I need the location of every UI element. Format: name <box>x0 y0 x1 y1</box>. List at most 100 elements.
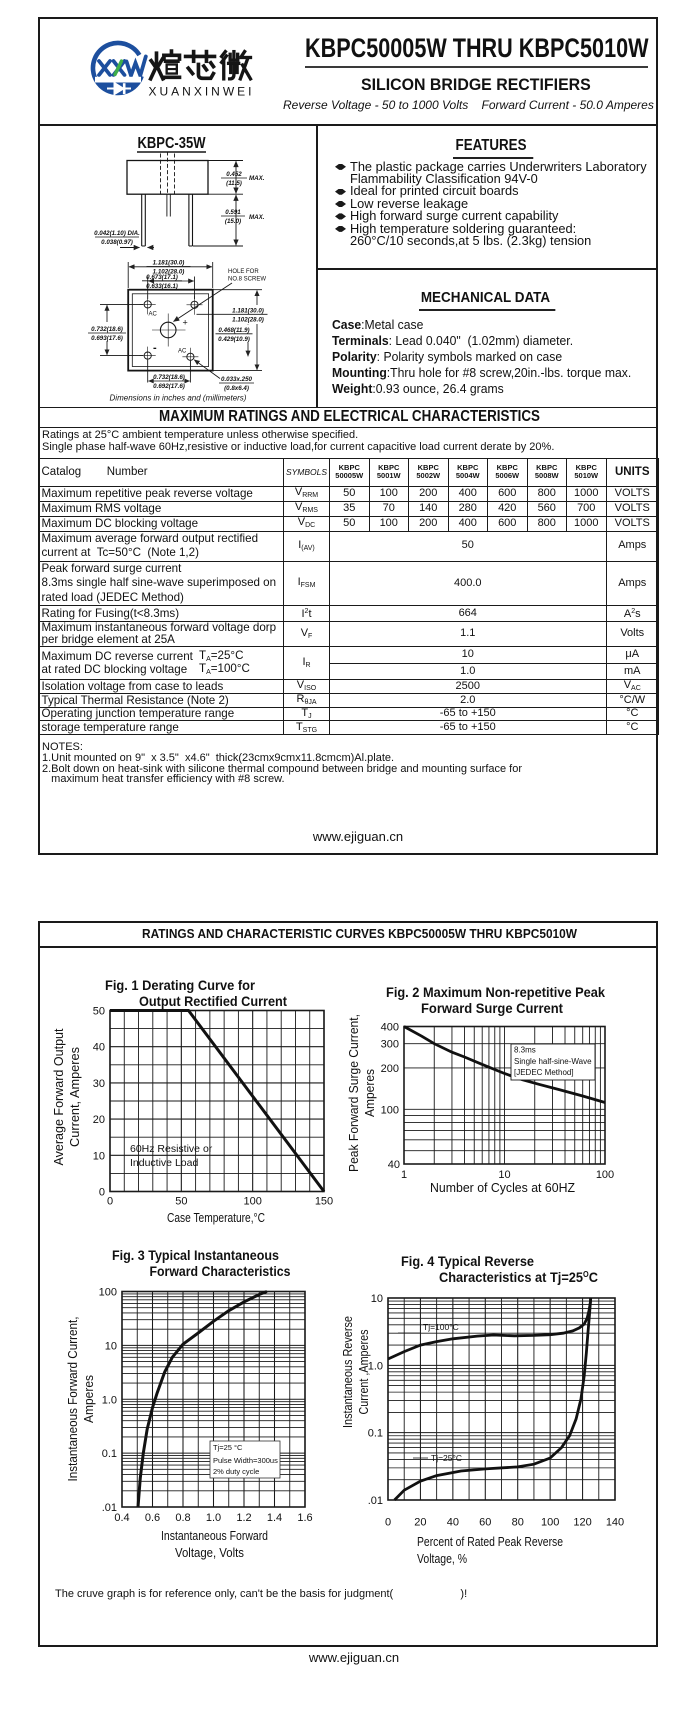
svg-text:0: 0 <box>107 1196 113 1208</box>
svg-text:10: 10 <box>371 1293 383 1305</box>
svg-text:Current, Amperes: Current, Amperes <box>68 1047 82 1147</box>
svg-text:0.468(11.9): 0.468(11.9) <box>218 327 249 334</box>
svg-text:0.452: 0.452 <box>226 171 242 178</box>
svg-text:HOLE FOR: HOLE FOR <box>228 269 259 275</box>
svg-text:Current ,Amperes: Current ,Amperes <box>357 1330 371 1415</box>
svg-text:40: 40 <box>93 1042 105 1054</box>
svg-text:80: 80 <box>512 1517 524 1529</box>
svg-text:20: 20 <box>414 1517 426 1529</box>
svg-text:0.732(18.6): 0.732(18.6) <box>91 326 123 333</box>
svg-text:0.633(16.1): 0.633(16.1) <box>146 283 178 290</box>
svg-text:40: 40 <box>388 1159 400 1171</box>
svg-text:KBPC-35W: KBPC-35W <box>138 135 207 152</box>
svg-text:100: 100 <box>541 1517 559 1529</box>
svg-text:Instantaneous Forward Current,: Instantaneous Forward Current, <box>66 1317 80 1482</box>
svg-text:1.4: 1.4 <box>267 1512 282 1524</box>
svg-text:60: 60 <box>479 1517 491 1529</box>
svg-text:20: 20 <box>93 1114 105 1126</box>
svg-text:1.0: 1.0 <box>102 1394 117 1406</box>
svg-text:(15.0): (15.0) <box>225 218 241 225</box>
svg-text:100: 100 <box>243 1196 261 1208</box>
svg-text:1.102(28.0): 1.102(28.0) <box>153 269 185 276</box>
svg-text:Output Rectified Current: Output Rectified Current <box>139 993 287 1009</box>
svg-text:8.3ms: 8.3ms <box>514 1046 536 1055</box>
svg-text:Inductive Load: Inductive Load <box>130 1157 198 1169</box>
svg-text:(0.8x6.4): (0.8x6.4) <box>224 385 249 392</box>
svg-text:0.8: 0.8 <box>175 1512 190 1524</box>
svg-text:Forward Characteristics: Forward Characteristics <box>150 1263 291 1279</box>
svg-text:Amperes: Amperes <box>82 1375 96 1423</box>
svg-text:Fig. 2 Maximum Non-repetitive: Fig. 2 Maximum Non-repetitive Peak <box>386 984 605 1000</box>
svg-text:0.042(1.10) DIA.: 0.042(1.10) DIA. <box>94 230 140 237</box>
svg-text:0.4: 0.4 <box>114 1512 129 1524</box>
svg-text:Fig. 1 Derating Curve for: Fig. 1 Derating Curve for <box>105 977 256 993</box>
svg-text:1.181(30.0): 1.181(30.0) <box>232 307 264 314</box>
svg-text:0.692(17.6): 0.692(17.6) <box>153 383 185 390</box>
svg-text:Number of Cycles at 60HZ: Number of Cycles at 60HZ <box>430 1181 575 1195</box>
svg-text:1.181(30.0): 1.181(30.0) <box>153 260 185 267</box>
svg-text:0.693(17.6): 0.693(17.6) <box>91 335 123 342</box>
svg-text:0.673(17.1): 0.673(17.1) <box>146 274 178 281</box>
svg-text:0.038(0.97): 0.038(0.97) <box>101 239 133 246</box>
svg-text:AC: AC <box>149 312 158 318</box>
svg-text:Pulse Width=300us: Pulse Width=300us <box>213 1456 278 1465</box>
svg-text:Voltage, Volts: Voltage, Volts <box>175 1546 244 1560</box>
svg-text:10: 10 <box>498 1169 510 1181</box>
svg-text:200: 200 <box>381 1063 399 1075</box>
svg-text:Tj=25 °C: Tj=25 °C <box>213 1443 243 1452</box>
svg-text:300: 300 <box>381 1039 399 1051</box>
svg-text:1.6: 1.6 <box>297 1512 312 1524</box>
svg-text:Voltage, %: Voltage, % <box>417 1552 467 1566</box>
svg-text:100: 100 <box>99 1287 117 1299</box>
svg-text:120: 120 <box>573 1517 591 1529</box>
svg-text:AC: AC <box>178 348 187 354</box>
svg-text:Peak Forward Surge Current,: Peak Forward Surge Current, <box>347 1014 361 1172</box>
svg-text:Characteristics at Tj=25OC: Characteristics at Tj=25OC <box>439 1269 598 1285</box>
svg-text:100: 100 <box>381 1104 399 1116</box>
svg-text:0.591: 0.591 <box>225 209 241 216</box>
svg-text:XUANXINWEI: XUANXINWEI <box>149 85 255 99</box>
svg-text:50: 50 <box>175 1196 187 1208</box>
svg-text:Single half-sine-Wave: Single half-sine-Wave <box>514 1057 592 1066</box>
svg-text:1.0: 1.0 <box>206 1512 221 1524</box>
svg-text:1.102(28.0): 1.102(28.0) <box>232 316 264 323</box>
svg-text:1.0: 1.0 <box>368 1360 383 1372</box>
svg-text:Amperes: Amperes <box>363 1069 377 1117</box>
svg-text:Dimensions in inches and (mill: Dimensions in inches and (millimeters) <box>110 394 247 403</box>
svg-text:0: 0 <box>99 1187 105 1199</box>
svg-text:100: 100 <box>596 1169 614 1181</box>
svg-text:Fig. 4 Typical Reverse: Fig. 4 Typical Reverse <box>401 1253 534 1269</box>
svg-text:400: 400 <box>381 1022 399 1034</box>
svg-text:0.033x.250: 0.033x.250 <box>221 376 253 383</box>
svg-text:.01: .01 <box>368 1495 383 1507</box>
svg-text:Tj=100°C: Tj=100°C <box>423 1322 459 1332</box>
svg-text:MAX.: MAX. <box>249 175 265 182</box>
svg-text:1: 1 <box>401 1169 407 1181</box>
svg-text:Instantaneous Reverse: Instantaneous Reverse <box>341 1316 355 1428</box>
svg-text:40: 40 <box>447 1517 459 1529</box>
svg-text:Fig. 3 Typical Instantaneous: Fig. 3 Typical Instantaneous <box>112 1247 279 1263</box>
svg-text:0.429(10.9): 0.429(10.9) <box>218 336 250 343</box>
svg-text:[JEDEC Method]: [JEDEC Method] <box>514 1068 574 1077</box>
svg-text:150: 150 <box>315 1196 333 1208</box>
svg-text:Instantaneous Forward: Instantaneous Forward <box>161 1529 268 1543</box>
svg-text:60Hz Resistive or: 60Hz Resistive or <box>130 1143 213 1155</box>
svg-text:Average Forward Output: Average Forward Output <box>52 1028 66 1166</box>
svg-text:Case Temperature,°C: Case Temperature,°C <box>167 1211 265 1225</box>
svg-text:0: 0 <box>385 1517 391 1529</box>
svg-text:1.2: 1.2 <box>236 1512 251 1524</box>
svg-text:(11.5): (11.5) <box>226 180 242 187</box>
svg-text:10: 10 <box>105 1340 117 1352</box>
svg-text:0.1: 0.1 <box>102 1448 117 1460</box>
svg-text:30: 30 <box>93 1078 105 1090</box>
svg-text:Percent of Rated Peak Reverse: Percent of Rated Peak Reverse <box>417 1535 563 1549</box>
svg-text:10: 10 <box>93 1150 105 1162</box>
svg-text:Tj=25°C: Tj=25°C <box>431 1453 462 1463</box>
svg-text:.01: .01 <box>102 1502 117 1514</box>
svg-text:140: 140 <box>606 1517 624 1529</box>
svg-text:50: 50 <box>93 1006 105 1018</box>
svg-text:MAX.: MAX. <box>249 214 265 221</box>
svg-text:0.732(18.6): 0.732(18.6) <box>153 374 185 381</box>
svg-text:0.6: 0.6 <box>145 1512 160 1524</box>
svg-text:2% duty cycle: 2% duty cycle <box>213 1467 259 1476</box>
